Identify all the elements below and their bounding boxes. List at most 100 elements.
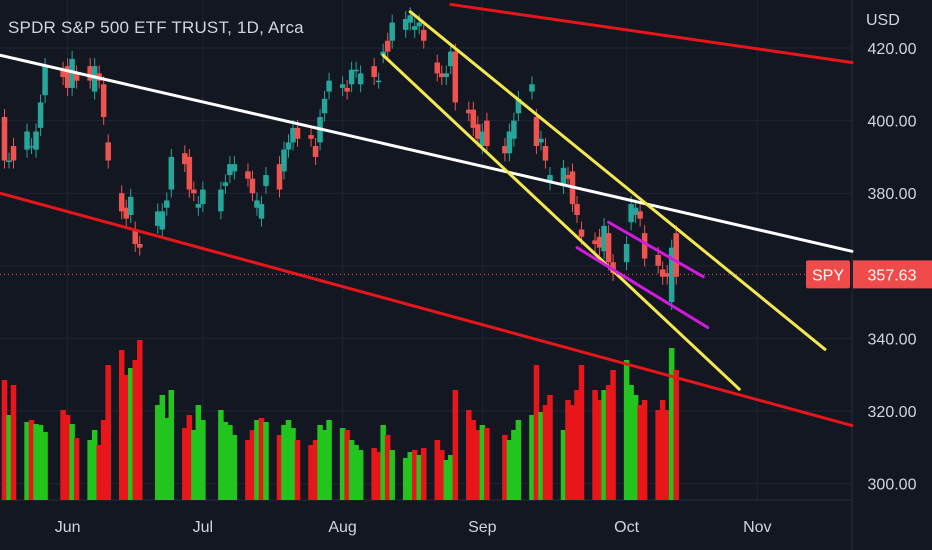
volume-bar [33, 424, 39, 500]
candle-body [10, 146, 17, 161]
candle-body [348, 69, 355, 85]
x-tick-label: Aug [328, 519, 356, 536]
volume-bar [596, 400, 603, 500]
candle-body [294, 127, 301, 139]
candle-body [222, 182, 229, 186]
volume-bar [285, 420, 292, 500]
volume-bar [96, 445, 102, 500]
x-tick-label: Nov [743, 519, 771, 536]
candle-body [610, 262, 616, 274]
volume-bar [402, 458, 409, 500]
chart-title[interactable]: SPDR S&P 500 ETF TRUST, 1D, Arca [8, 18, 304, 37]
volume-bar [560, 430, 567, 500]
volume-bar [371, 448, 377, 500]
candle-body [565, 175, 571, 179]
volume-bar [353, 445, 359, 500]
currency-label[interactable]: USD [866, 12, 900, 29]
candle-body [227, 164, 233, 176]
candle-body [574, 204, 580, 215]
volume-bar [411, 450, 418, 500]
volume-bar [276, 435, 283, 500]
volume-bar [159, 395, 166, 500]
trendline-yellow [381, 53, 741, 391]
trendline-yellow [408, 10, 827, 351]
price-tag-value-bg [853, 260, 932, 289]
volume-bar [317, 425, 323, 500]
volume-bar [443, 460, 450, 500]
candle-body [123, 207, 129, 219]
trendline-magenta [607, 220, 705, 279]
volume-bar [105, 365, 111, 500]
candle-body [69, 58, 75, 88]
candle-body [466, 109, 472, 114]
candle-body [60, 69, 66, 78]
volume-bar [164, 418, 170, 500]
candle-body [308, 135, 314, 139]
x-tick-label: Jun [55, 519, 81, 536]
y-tick-label: 380.00 [868, 186, 917, 203]
time-axis[interactable]: Jun Jul Aug Sep Oct Nov [55, 519, 772, 536]
candle-body [596, 236, 603, 248]
candle-body [118, 193, 125, 212]
candle-body [164, 200, 170, 208]
price-axis[interactable]: 300.00 320.00 340.00 380.00 400.00 420.00 [868, 41, 917, 494]
grid-lines [0, 0, 853, 550]
volume-bar [533, 365, 540, 500]
candle-body [484, 120, 490, 147]
candle-body [578, 229, 585, 237]
volume-bar [348, 440, 355, 500]
candle-body [276, 164, 283, 190]
y-tick-label: 300.00 [868, 477, 917, 494]
volume-bar [673, 370, 679, 500]
candle-body [344, 87, 350, 92]
candle-body [529, 84, 535, 92]
volume-bar [357, 450, 364, 500]
candle-body [87, 66, 93, 81]
candle-body [182, 153, 188, 165]
volume-bar [123, 375, 129, 500]
volume-bar [502, 435, 508, 500]
candle-body [42, 66, 48, 96]
candle-body [515, 98, 522, 114]
volume-bar [511, 430, 517, 500]
candle-body [231, 164, 238, 172]
volume-bar [73, 438, 80, 500]
candle-body [452, 51, 459, 103]
candle-body [200, 189, 206, 205]
y-tick-label: 400.00 [868, 114, 917, 131]
volume-bar [312, 440, 319, 500]
volume-bar [60, 410, 66, 500]
volume-bar [200, 420, 206, 500]
volume-bar [475, 430, 481, 500]
volume-bar [452, 390, 459, 500]
volume-bar [218, 410, 224, 500]
candle-body [434, 62, 441, 74]
volume-bar [245, 440, 251, 500]
volume-bar [466, 410, 472, 500]
candle-body [159, 211, 166, 230]
candle-body [91, 66, 98, 92]
volume-bar [434, 440, 441, 500]
candle-body [249, 178, 256, 194]
candle-body [100, 84, 107, 117]
volume-bars [1, 340, 679, 500]
candle-body [664, 273, 670, 277]
candle-body [321, 98, 328, 114]
candle-body [470, 109, 477, 128]
candle-body [592, 240, 598, 245]
candle-body [601, 225, 607, 252]
candle-body [538, 138, 544, 143]
volume-bar [339, 428, 346, 500]
volume-bar [37, 425, 44, 500]
volume-bar [127, 368, 134, 500]
candle-body [375, 80, 382, 83]
volume-bar [448, 455, 454, 500]
volume-bar [136, 340, 143, 500]
volume-bar [659, 400, 666, 500]
candle-body [37, 102, 44, 128]
candle-body [353, 69, 359, 72]
candle-body [191, 189, 197, 194]
price-tag-value: 357.63 [868, 267, 917, 284]
volume-bar [191, 430, 197, 500]
